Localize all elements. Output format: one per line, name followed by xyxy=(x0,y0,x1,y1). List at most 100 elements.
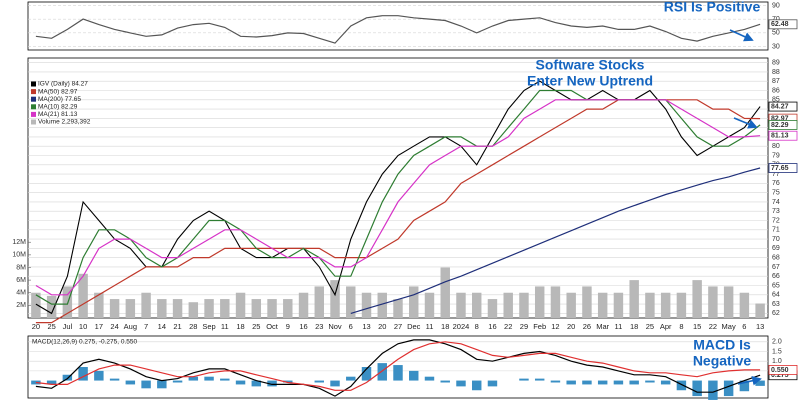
histogram-bar xyxy=(393,365,403,381)
y-tick-label: 73 xyxy=(772,208,780,215)
histogram-bar xyxy=(582,380,592,385)
volume-bar xyxy=(424,292,435,318)
histogram-bar xyxy=(708,380,718,400)
last-value-label: 81.13 xyxy=(771,133,789,140)
histogram-bar xyxy=(314,380,324,383)
legend-swatch xyxy=(31,104,36,110)
x-tick-label: 22 xyxy=(709,322,717,331)
y2-tick-label: 10M xyxy=(12,252,26,259)
volume-bar xyxy=(755,303,765,318)
panel-frame xyxy=(27,1,769,51)
annotation: MACD Is xyxy=(693,337,751,353)
y-tick-label: 74 xyxy=(772,199,780,206)
volume-bar xyxy=(393,299,403,318)
volume-bar xyxy=(267,299,277,318)
histogram-bar xyxy=(125,380,136,385)
x-tick-label: 23 xyxy=(315,322,323,331)
volume-bar xyxy=(220,299,230,318)
histogram-bar xyxy=(267,380,277,387)
histogram-bar xyxy=(377,363,387,381)
x-tick-label: 16 xyxy=(488,322,496,331)
y-tick-label: 80 xyxy=(772,143,780,150)
x-tick-label: Oct xyxy=(266,322,279,331)
histogram-bar xyxy=(409,370,419,381)
volume-bar xyxy=(314,286,324,318)
x-tick-label: 16 xyxy=(299,322,307,331)
last-value-box xyxy=(768,101,798,112)
volume-bar xyxy=(550,286,561,318)
volume-bar xyxy=(377,292,387,318)
legend-label: MA(50) 82.97 xyxy=(38,88,78,95)
histogram-bar xyxy=(283,380,293,383)
y-tick-label: 88 xyxy=(772,69,780,76)
legend-swatch xyxy=(31,81,36,87)
x-tick-label: 6 xyxy=(349,322,353,331)
volume-bar xyxy=(692,280,702,318)
last-value-box xyxy=(768,163,798,173)
x-tick-label: 25 xyxy=(252,322,260,331)
legend-swatch xyxy=(31,119,36,125)
histogram-bar xyxy=(220,378,230,381)
histogram-bar xyxy=(94,370,104,381)
x-tick-label: 7 xyxy=(144,322,148,331)
x-tick-label: 27 xyxy=(394,322,402,331)
volume-bar xyxy=(723,286,734,318)
x-tick-label: 6 xyxy=(742,322,746,331)
histogram-bar xyxy=(629,380,639,385)
last-value-box xyxy=(768,120,798,130)
x-tick-label: 9 xyxy=(286,322,290,331)
volume-bar xyxy=(46,295,57,318)
x-tick-label: 18 xyxy=(236,322,244,331)
y-tick-label: 76 xyxy=(772,180,780,187)
x-tick-label: 28 xyxy=(189,322,197,331)
x-tick-label: 26 xyxy=(583,322,591,331)
volume-bar xyxy=(472,292,482,318)
volume-bar xyxy=(298,292,309,318)
x-tick-label: 29 xyxy=(520,322,528,331)
x-tick-label: 25 xyxy=(47,322,55,331)
annotation: Enter New Uptrend xyxy=(527,73,653,89)
legend-label: MACD(12,26,9) 0.275, -0.275, 0.550 xyxy=(32,339,138,346)
series-line xyxy=(350,167,761,314)
histogram-bar xyxy=(487,380,498,387)
x-tick-label: Feb xyxy=(533,322,546,331)
y-tick-label: 2.0 xyxy=(772,339,782,346)
y2-tick-label: 6M xyxy=(16,277,26,284)
series-line xyxy=(35,341,761,391)
volume-bar xyxy=(235,292,246,318)
x-tick-label: 13 xyxy=(756,322,764,331)
histogram-bar xyxy=(739,380,750,392)
histogram-bar xyxy=(566,380,576,385)
histogram-bar xyxy=(46,380,57,385)
x-tick-label: 20 xyxy=(567,322,575,331)
x-tick-label: 15 xyxy=(693,322,701,331)
volume-bar xyxy=(503,292,513,318)
y-tick-label: 66 xyxy=(772,273,780,280)
x-tick-label: 11 xyxy=(615,322,623,331)
volume-bar xyxy=(157,299,167,318)
series-line xyxy=(35,99,761,296)
volume-bar xyxy=(566,292,576,318)
annotation: Software Stocks xyxy=(536,57,645,73)
last-value-label: 82.29 xyxy=(771,122,789,129)
x-tick-label: Sep xyxy=(202,322,215,331)
volume-bar xyxy=(582,286,592,318)
x-tick-label: 20 xyxy=(378,322,386,331)
legend-swatch xyxy=(31,111,36,117)
histogram-bar xyxy=(109,378,120,381)
last-value-label: 77.65 xyxy=(771,165,789,172)
volume-bar xyxy=(94,292,104,318)
histogram-bar xyxy=(645,380,655,383)
histogram-bar xyxy=(251,380,262,387)
series-line xyxy=(35,339,761,397)
last-value-label: 0.275 xyxy=(771,372,789,379)
x-tick-label: Jul xyxy=(63,322,73,331)
legend-label: Volume 2,293,392 xyxy=(38,119,91,126)
x-tick-label: 11 xyxy=(221,322,229,331)
x-tick-label: 20 xyxy=(32,322,40,331)
volume-bar xyxy=(283,299,293,318)
last-value-box xyxy=(768,365,798,375)
volume-bar xyxy=(204,299,214,318)
histogram-bar xyxy=(440,380,450,383)
